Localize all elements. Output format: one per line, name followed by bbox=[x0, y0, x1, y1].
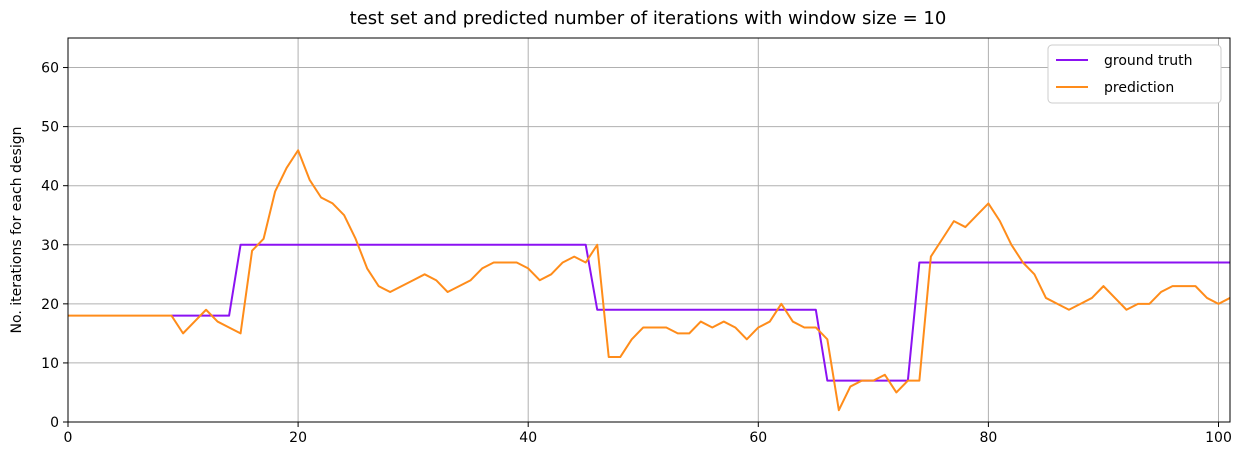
y-axis-label: No. iterations for each design bbox=[9, 127, 25, 334]
y-tick-label: 20 bbox=[41, 297, 59, 313]
plot-frame bbox=[67, 37, 1231, 423]
x-tick-label: 40 bbox=[519, 430, 537, 446]
y-tick-label: 10 bbox=[41, 356, 59, 372]
legend-label-prediction: prediction bbox=[1104, 80, 1174, 96]
legend-box bbox=[1047, 44, 1222, 104]
series-layer bbox=[68, 149, 1231, 412]
y-tick-label: 60 bbox=[41, 61, 59, 77]
y-axis-ticks: 0 10 20 30 40 50 60 bbox=[41, 61, 68, 431]
x-tick-label: 0 bbox=[64, 430, 73, 446]
x-tick-label: 60 bbox=[749, 430, 767, 446]
x-tick-label: 80 bbox=[979, 430, 997, 446]
chart-title: test set and predicted number of iterati… bbox=[350, 8, 947, 29]
y-tick-label: 30 bbox=[41, 238, 59, 254]
legend: ground truth prediction bbox=[1047, 44, 1222, 104]
legend-label-ground-truth: ground truth bbox=[1104, 53, 1192, 69]
series-line-ground-truth bbox=[171, 243, 1230, 382]
x-axis-ticks: 0 20 40 60 80 100 bbox=[64, 422, 1232, 446]
series-line-prediction bbox=[68, 149, 1231, 412]
y-tick-label: 0 bbox=[50, 415, 59, 431]
y-tick-label: 40 bbox=[41, 179, 59, 195]
x-tick-label: 20 bbox=[289, 430, 307, 446]
y-tick-label: 50 bbox=[41, 120, 59, 136]
x-tick-label: 100 bbox=[1205, 430, 1232, 446]
